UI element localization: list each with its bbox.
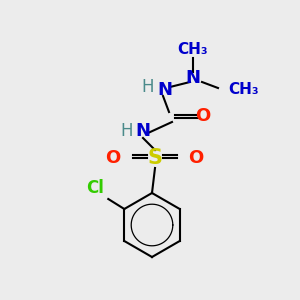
Text: Cl: Cl	[86, 179, 104, 197]
Text: CH₃: CH₃	[178, 43, 208, 58]
Text: O: O	[105, 149, 121, 167]
Text: H: H	[121, 122, 133, 140]
Text: S: S	[148, 148, 163, 168]
Text: O: O	[188, 149, 204, 167]
Text: CH₃: CH₃	[228, 82, 259, 98]
Text: H: H	[142, 78, 154, 96]
Text: N: N	[158, 81, 172, 99]
Text: O: O	[195, 107, 211, 125]
Text: N: N	[136, 122, 151, 140]
Text: N: N	[185, 69, 200, 87]
